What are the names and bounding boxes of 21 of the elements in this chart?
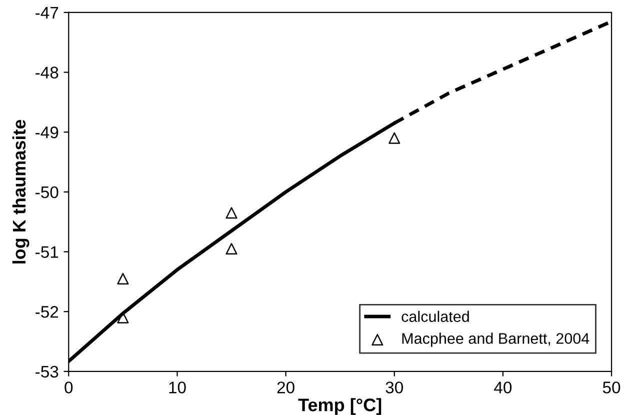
x-tick-label: 50 — [602, 382, 620, 394]
y-tick-label: -52 — [36, 306, 58, 318]
x-tick-label: 40 — [494, 382, 512, 394]
x-tick-label: 0 — [64, 382, 73, 394]
y-tick-label: -50 — [36, 186, 58, 198]
legend-label: Macphee and Barnett, 2004 — [402, 332, 590, 347]
y-tick-label: -53 — [36, 366, 58, 378]
y-axis-title: log K thaumasite — [12, 120, 30, 264]
point — [117, 272, 129, 284]
x-tick-label: 20 — [277, 382, 294, 394]
point — [226, 207, 238, 219]
y-tick-label: -51 — [36, 246, 58, 258]
legend-label: calculated — [402, 310, 469, 322]
y-tick-label: -47 — [36, 7, 58, 18]
point — [226, 243, 238, 255]
y-tick-label: -49 — [36, 126, 58, 138]
x-tick-label: 10 — [169, 382, 186, 394]
x-tick-label: 30 — [386, 382, 403, 394]
y-tick-label: -48 — [36, 66, 58, 78]
x-axis-title: Temp [°C] — [298, 398, 382, 415]
point — [388, 132, 400, 144]
